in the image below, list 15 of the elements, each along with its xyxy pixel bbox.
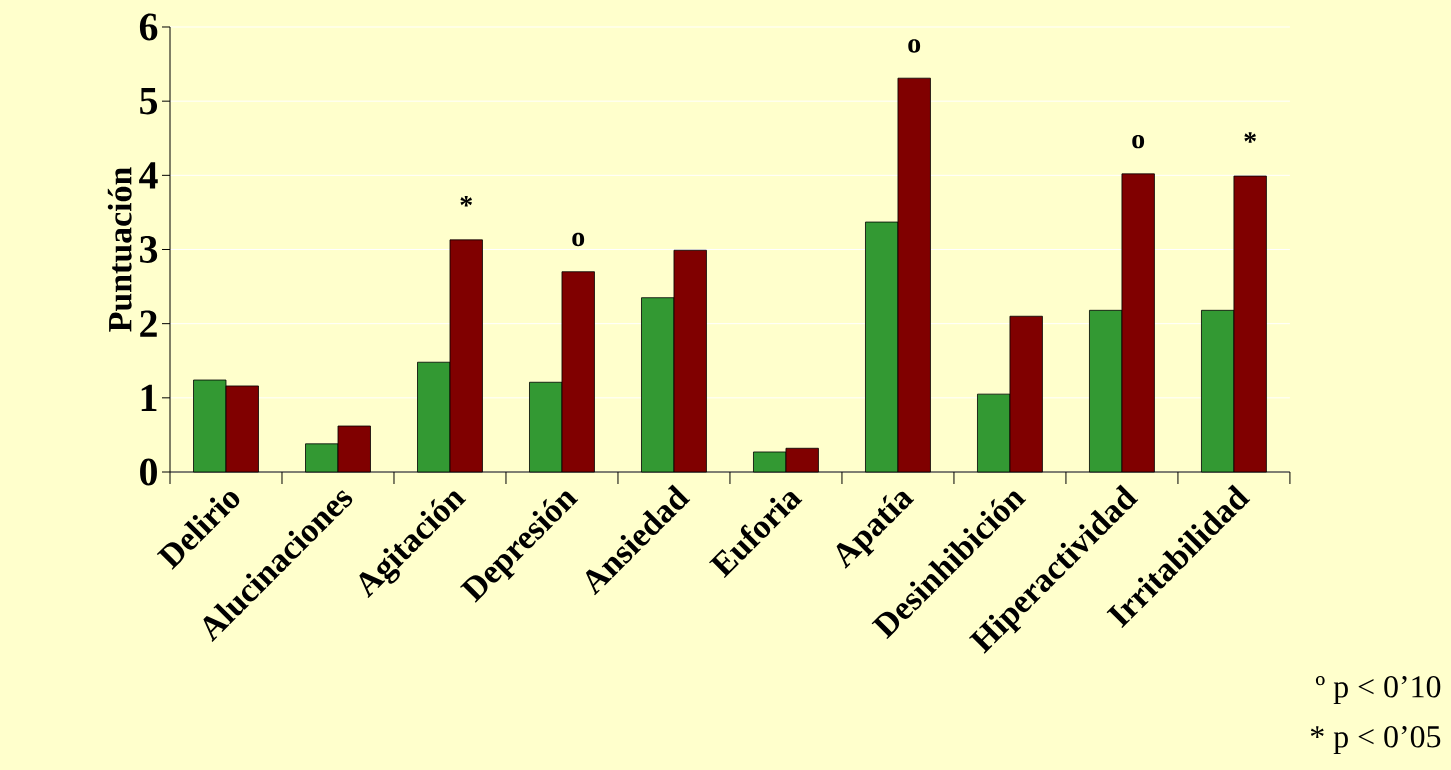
annotation: * [1244, 132, 1256, 143]
annotation: o [572, 232, 585, 247]
y-axis-title: Puntuación [107, 167, 132, 332]
y-tick-label: 5 [140, 87, 158, 115]
y-tick-label: 1 [141, 384, 157, 411]
y-tick-label: 4 [139, 162, 158, 189]
y-tick-label: 3 [140, 236, 158, 263]
y-tick-label: 0 [140, 458, 157, 486]
y-tick-label: 2 [140, 310, 157, 337]
annotation: o [1132, 134, 1145, 149]
annotation: * [460, 195, 473, 207]
text: * p < 0’05 [1310, 726, 1441, 754]
text: º p < 0’10 [1315, 676, 1441, 704]
y-tick-label: 6 [139, 13, 158, 41]
annotation: o [908, 39, 921, 53]
